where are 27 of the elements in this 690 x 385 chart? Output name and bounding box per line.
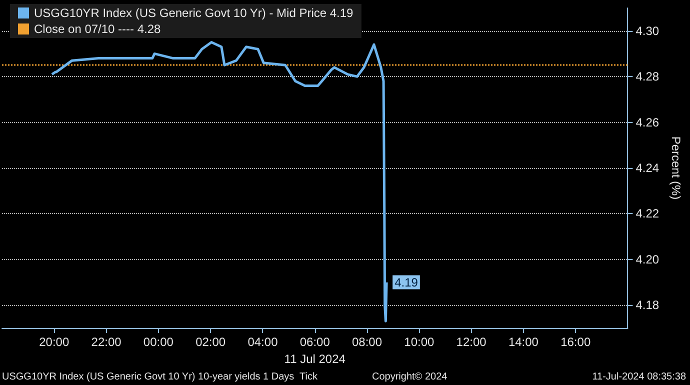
text: Copyright© 2024 — [372, 372, 448, 382]
y-tick-label: 4.18 — [636, 298, 660, 312]
line-series — [50, 41, 388, 322]
x-tick-label: 02:00 — [196, 335, 226, 349]
y-axis-title: Percent (%) — [669, 136, 683, 200]
y-tick-label: 4.20 — [636, 252, 660, 266]
x-tick-label: 20:00 — [39, 335, 70, 349]
x-tick-label: 14:00 — [508, 335, 539, 349]
y-tick-label: 4.26 — [636, 115, 660, 130]
legend-label: Close on 07/10 ---- 4.28 — [34, 22, 162, 36]
y-tick-label: 4.30 — [636, 24, 660, 38]
text: USGG10YR Index (US Generic Govt 10 Yr) 10-year yields 1 Days Tick — [2, 372, 318, 382]
x-tick-label: 06:00 — [300, 335, 330, 349]
x-tick-label: 12:00 — [456, 335, 487, 349]
text: 11-Jul-2024 08:35:38 — [592, 372, 686, 382]
y-tick-label: 4.22 — [636, 206, 660, 221]
legend-label: USGG10YR Index (US Generic Govt 10 Yr) - Mid Price 4.19 — [34, 6, 354, 20]
y-tick-label: 4.28 — [636, 70, 660, 84]
annotation: 4.19 — [394, 275, 418, 290]
x-tick-label: 04:00 — [248, 335, 278, 349]
x-tick-label: 22:00 — [91, 335, 122, 349]
x-tick-label: 16:00 — [560, 335, 591, 349]
x-tick-label: 10:00 — [404, 335, 435, 349]
x-axis-title: 11 Jul 2024 — [284, 352, 346, 366]
x-tick-label: 08:00 — [352, 335, 382, 349]
y-tick-label: 4.24 — [636, 161, 660, 175]
x-tick-label: 00:00 — [143, 335, 174, 349]
